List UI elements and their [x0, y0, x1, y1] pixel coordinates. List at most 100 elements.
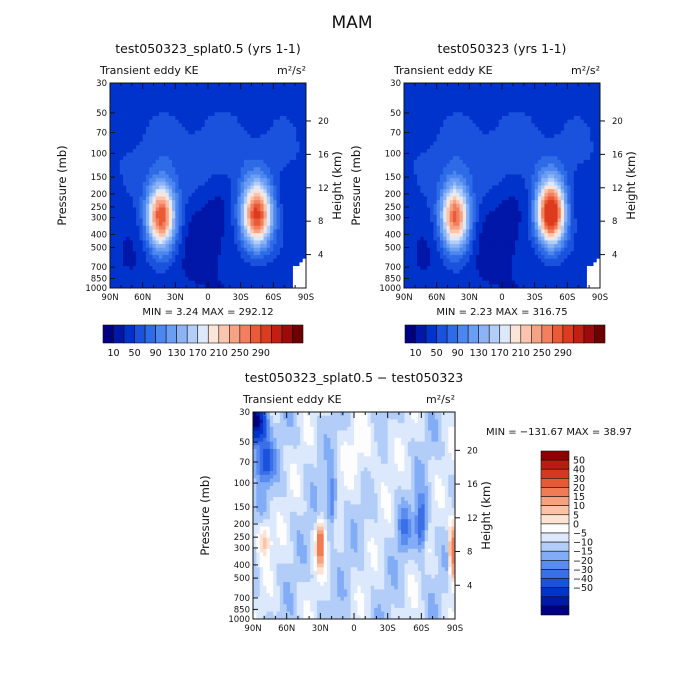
- heatmap-cell: [145, 145, 150, 150]
- heatmap-cell: [230, 207, 235, 212]
- heatmap-cell: [217, 141, 222, 146]
- heatmap-cell: [296, 240, 301, 245]
- heatmap-cell: [456, 123, 461, 128]
- heatmap-cell: [479, 90, 483, 95]
- heatmap-cell: [286, 163, 291, 168]
- heatmap-cell: [433, 93, 438, 99]
- heatmap-cell: [243, 101, 248, 106]
- heatmap-cell: [136, 218, 140, 223]
- heatmap-cell: [296, 251, 301, 256]
- heatmap-cell: [276, 200, 281, 205]
- heatmap-cell: [155, 280, 160, 285]
- heatmap-cell: [204, 90, 209, 95]
- heatmap-cell: [446, 255, 451, 260]
- heatmap-cell: [469, 211, 474, 216]
- heatmap-cell: [299, 258, 304, 263]
- heatmap-cell: [172, 247, 176, 252]
- heatmap-cell: [475, 174, 480, 179]
- heatmap-cell: [257, 280, 261, 285]
- heatmap-cell: [446, 83, 451, 88]
- heatmap-cell: [240, 251, 245, 256]
- heatmap-cell: [191, 112, 196, 117]
- heatmap-cell: [247, 90, 252, 95]
- heatmap-cell: [433, 141, 438, 146]
- heatmap-cell: [168, 273, 173, 278]
- heatmap-cell: [453, 170, 457, 176]
- heatmap-cell: [266, 178, 271, 183]
- heatmap-cell: [126, 185, 131, 190]
- heatmap-cell: [462, 170, 467, 176]
- heatmap-cell: [443, 269, 448, 274]
- heatmap-cell: [436, 266, 441, 271]
- heatmap-cell: [456, 112, 461, 117]
- heatmap-cell: [299, 284, 304, 288]
- heatmap-cell: [260, 207, 265, 212]
- heatmap-cell: [194, 159, 199, 165]
- heatmap-cell: [194, 269, 199, 274]
- heatmap-cell: [263, 258, 268, 263]
- heatmap-cell: [119, 192, 124, 198]
- heatmap-cell: [459, 262, 464, 267]
- heatmap-cell: [191, 218, 196, 223]
- heatmap-cell: [420, 174, 425, 179]
- heatmap-cell: [299, 200, 304, 205]
- heatmap-cell: [240, 167, 245, 172]
- heatmap-cell: [178, 137, 183, 143]
- heatmap-cell: [240, 90, 245, 95]
- heatmap-cell: [446, 284, 451, 288]
- heatmap-cell: [302, 200, 306, 205]
- heatmap-cell: [270, 134, 274, 139]
- heatmap-cell: [149, 97, 154, 102]
- heatmap-cell: [462, 181, 467, 187]
- heatmap-cell: [433, 284, 438, 288]
- heatmap-cell: [433, 200, 438, 205]
- heatmap-cell: [286, 134, 291, 139]
- heatmap-cell: [185, 123, 189, 128]
- heatmap-cell: [407, 280, 412, 285]
- heatmap-cell: [276, 159, 281, 165]
- heatmap-cell: [459, 108, 464, 113]
- heatmap-cell: [276, 115, 281, 121]
- heatmap-cell: [439, 222, 444, 227]
- heatmap-cell: [247, 163, 252, 168]
- heatmap-cell: [234, 207, 238, 212]
- heatmap-cell: [204, 137, 209, 143]
- heatmap-cell: [172, 163, 176, 168]
- heatmap-cell: [217, 170, 222, 176]
- heatmap-cell: [126, 108, 131, 113]
- heatmap-cell: [279, 273, 284, 278]
- heatmap-cell: [145, 277, 150, 282]
- heatmap-cell: [123, 97, 127, 102]
- heatmap-cell: [263, 174, 268, 179]
- heatmap-cell: [152, 233, 157, 238]
- heatmap-cell: [260, 97, 265, 102]
- heatmap-cell: [462, 189, 467, 194]
- heatmap-cell: [299, 262, 304, 267]
- heatmap-cell: [178, 273, 183, 278]
- heatmap-cell: [162, 240, 167, 245]
- heatmap-cell: [230, 203, 235, 209]
- heatmap-cell: [188, 137, 193, 143]
- heatmap-cell: [413, 115, 418, 121]
- heatmap-cell: [250, 93, 255, 99]
- heatmap-cells: [404, 83, 600, 288]
- heatmap-cell: [204, 236, 209, 242]
- heatmap-cell: [266, 196, 271, 201]
- heatmap-cell: [168, 97, 173, 102]
- heatmap-cell: [426, 181, 431, 187]
- heatmap-cell: [230, 174, 235, 179]
- heatmap-cell: [475, 163, 480, 168]
- heatmap-cell: [263, 244, 268, 249]
- heatmap-cell: [188, 200, 193, 205]
- heatmap-cell: [126, 104, 131, 110]
- heatmap-cell: [257, 104, 261, 110]
- heatmap-cell: [417, 203, 421, 209]
- heatmap-cell: [260, 123, 265, 128]
- heatmap-cell: [446, 262, 451, 267]
- heatmap-cell: [221, 207, 225, 212]
- heatmap-cell: [273, 196, 278, 201]
- heatmap-cell: [482, 266, 487, 271]
- heatmap-cell: [289, 273, 294, 278]
- heatmap-cell: [420, 134, 425, 139]
- heatmap-cell: [221, 163, 225, 168]
